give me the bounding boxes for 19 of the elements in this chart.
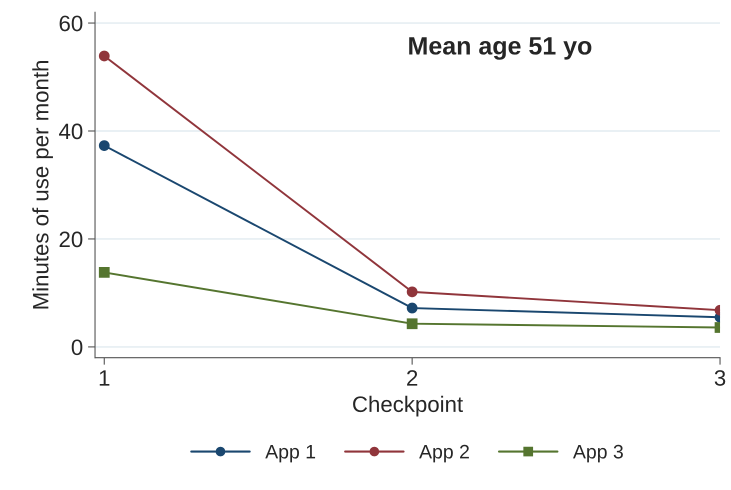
annotation: Mean age 51 yo [409,37,592,60]
point [406,286,418,298]
y-tick-label: 0 [72,339,82,356]
legend-label: App 3 [572,444,623,462]
point [98,50,110,62]
point [98,140,110,151]
x-axis-title: Checkpoint [353,396,463,416]
x-tick-label: 1 [100,370,110,386]
legend-label: App 2 [419,444,469,462]
point [406,318,418,330]
y-tick-label: 20 [60,231,82,248]
y-axis-title: Minutes of use per month [32,61,53,309]
x-tick-label: 3 [714,370,726,386]
x-tick-label: 2 [407,370,418,386]
point [98,267,110,278]
y-tick-label: 40 [59,124,82,140]
point [406,302,418,314]
y-tick-label: 60 [60,16,82,32]
legend-label: App 1 [265,445,316,462]
